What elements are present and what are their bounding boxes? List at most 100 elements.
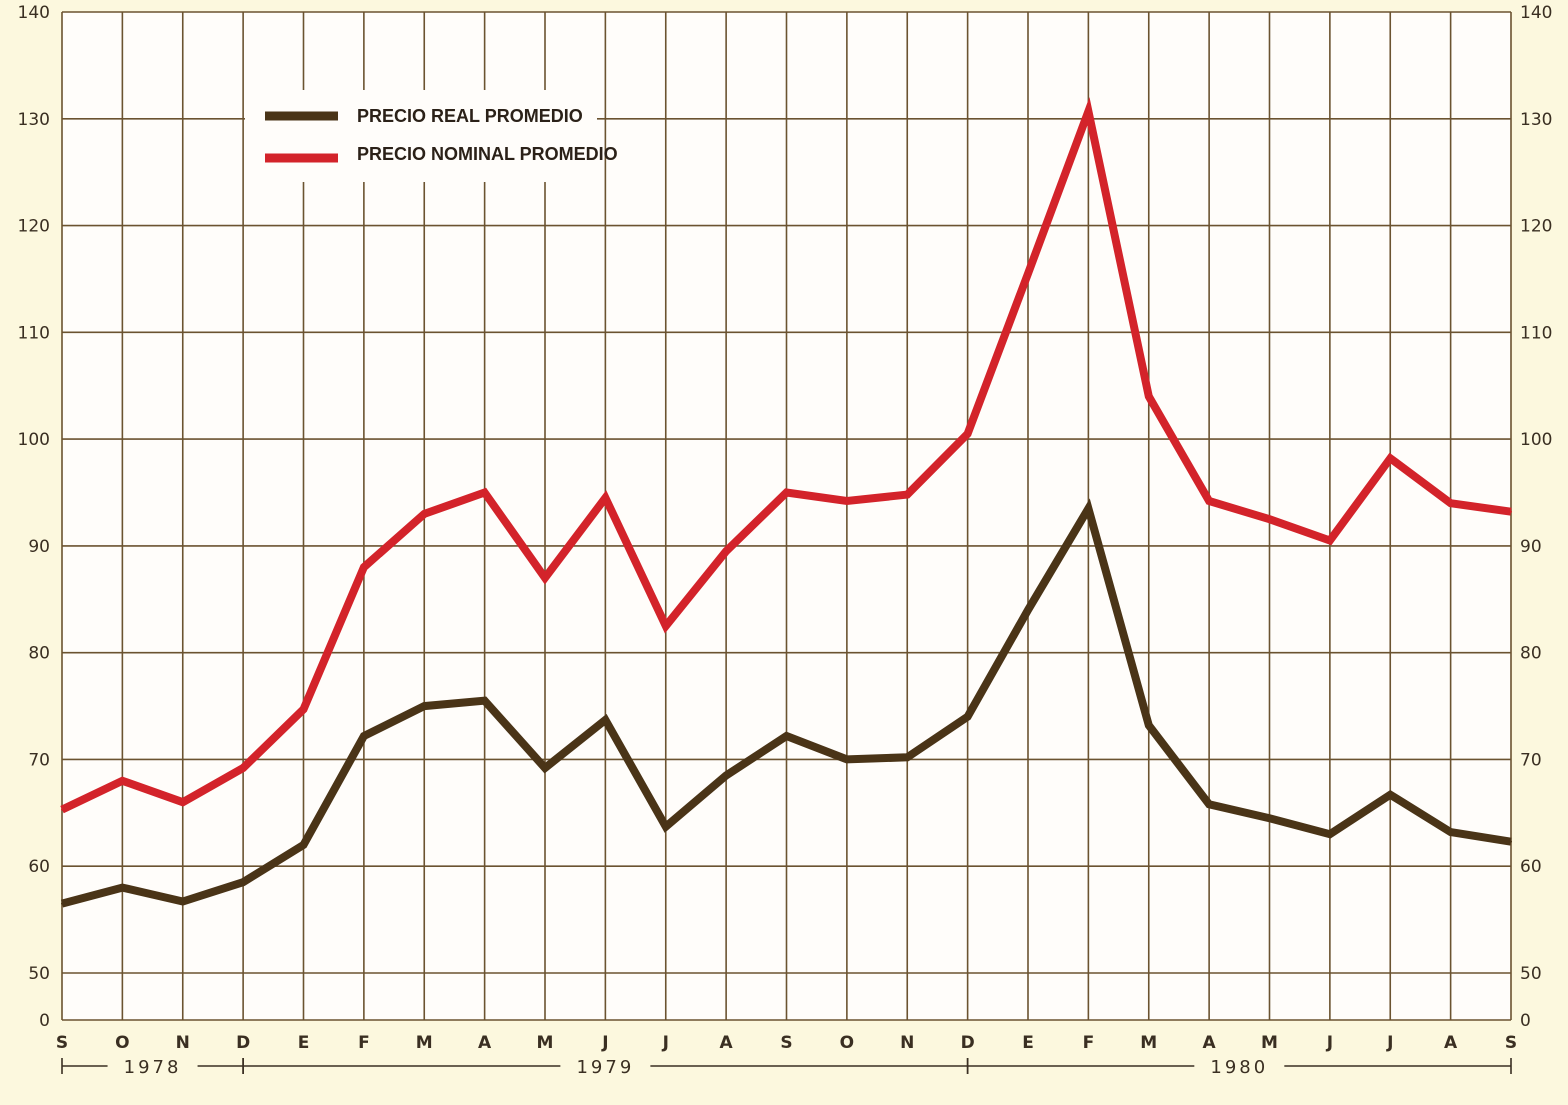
data-point	[785, 491, 788, 494]
data-point	[725, 774, 728, 777]
x-tick-label: S	[56, 1033, 68, 1053]
y-tick-label-left: 120	[18, 217, 50, 237]
x-tick-label: D	[236, 1033, 250, 1053]
y-tick-label-left: 60	[28, 857, 50, 877]
x-tick-label: S	[780, 1033, 792, 1053]
x-tick-label: M	[416, 1033, 433, 1053]
x-tick-label: J	[662, 1033, 669, 1053]
x-tick-label: J	[1326, 1033, 1333, 1053]
data-point	[1449, 831, 1452, 834]
data-point	[544, 766, 546, 769]
y-tick-label-left: 0	[39, 1011, 50, 1031]
y-tick-label-right: 60	[1520, 857, 1542, 877]
data-point	[302, 708, 305, 711]
year-label: 1979	[576, 1057, 634, 1078]
x-tick-label: A	[720, 1033, 734, 1053]
x-tick-label: N	[900, 1033, 914, 1053]
data-point	[1147, 395, 1150, 398]
data-point	[725, 550, 728, 553]
x-tick-label: J	[1386, 1033, 1393, 1053]
x-tick-label: N	[176, 1033, 190, 1053]
y-tick-label-right: 70	[1520, 750, 1542, 770]
x-tick-label: E	[298, 1033, 310, 1053]
data-point	[1147, 724, 1150, 727]
year-axis: 1978 1979 1980	[61, 1057, 1512, 1078]
data-point	[785, 734, 788, 737]
legend-label-nominal: PRECIO NOMINAL PROMEDIO	[357, 144, 618, 164]
y-tick-label-right: 100	[1520, 430, 1552, 450]
data-point	[1027, 608, 1029, 611]
legend: PRECIO REAL PROMEDIO PRECIO NOMINAL PROM…	[245, 90, 618, 182]
data-point	[362, 734, 365, 737]
data-point	[483, 491, 486, 494]
y-tick-label-left: 50	[28, 964, 50, 984]
x-tick-label: A	[1203, 1033, 1217, 1053]
data-point	[1389, 457, 1392, 460]
x-tick-label: M	[1140, 1033, 1157, 1053]
y-tick-label-right: 90	[1520, 537, 1542, 557]
data-point	[1389, 793, 1392, 796]
data-point	[664, 825, 667, 828]
y-tick-label-left: 140	[18, 3, 50, 23]
y-tick-label-right: 110	[1520, 323, 1552, 343]
data-point	[966, 715, 969, 718]
y-tick-label-left: 90	[28, 537, 50, 557]
x-tick-label: D	[961, 1033, 975, 1053]
x-tick-label: O	[840, 1033, 854, 1053]
y-tick-label-left: 70	[28, 750, 50, 770]
year-label: 1978	[124, 1057, 182, 1078]
data-point	[1328, 833, 1331, 836]
data-point	[362, 566, 365, 569]
x-tick-label: M	[537, 1033, 554, 1053]
y-tick-label-left: 80	[28, 644, 50, 664]
data-point	[423, 512, 426, 515]
x-tick-label: E	[1022, 1033, 1034, 1053]
data-point	[1208, 803, 1211, 806]
data-point	[242, 881, 245, 884]
data-point	[423, 705, 426, 708]
data-point	[845, 758, 848, 761]
data-point	[483, 699, 486, 702]
data-point	[181, 900, 184, 903]
data-point	[302, 843, 305, 846]
data-point	[1268, 518, 1271, 521]
x-tick-label: A	[1444, 1033, 1458, 1053]
x-tick-label: J	[601, 1033, 608, 1053]
legend-background	[245, 90, 597, 182]
data-point	[61, 902, 63, 905]
data-point	[1208, 500, 1211, 503]
data-point	[604, 718, 607, 721]
grid	[61, 11, 1512, 1021]
data-point	[1087, 110, 1090, 113]
y-tick-label-right: 80	[1520, 644, 1542, 664]
data-point	[845, 500, 848, 503]
data-point	[1087, 507, 1090, 510]
x-tick-label: O	[115, 1033, 129, 1053]
year-label: 1980	[1210, 1057, 1268, 1078]
y-tick-label-left: 110	[18, 323, 50, 343]
data-point	[1268, 817, 1271, 820]
y-tick-label-right: 140	[1520, 3, 1552, 23]
y-tick-label-right: 120	[1520, 217, 1552, 237]
data-point	[1328, 539, 1331, 542]
data-point	[242, 766, 245, 769]
x-tick-label: F	[1083, 1033, 1095, 1053]
data-point	[1510, 840, 1512, 843]
y-tick-label-left: 100	[18, 430, 50, 450]
data-point	[1027, 272, 1029, 275]
data-point	[664, 624, 667, 627]
y-axis-left: 0 50 60 70 80 90 100 110 120 130 140	[18, 3, 50, 1031]
x-tick-label: M	[1261, 1033, 1278, 1053]
data-point	[61, 808, 63, 811]
y-tick-label-left: 130	[18, 110, 50, 130]
x-tick-label: A	[478, 1033, 492, 1053]
data-point	[966, 432, 969, 435]
data-point	[1510, 510, 1512, 513]
data-point	[181, 801, 184, 804]
data-point	[1449, 502, 1452, 505]
x-tick-label: S	[1505, 1033, 1517, 1053]
series-layer	[60, 96, 1512, 908]
y-tick-label-right: 0	[1520, 1011, 1531, 1031]
